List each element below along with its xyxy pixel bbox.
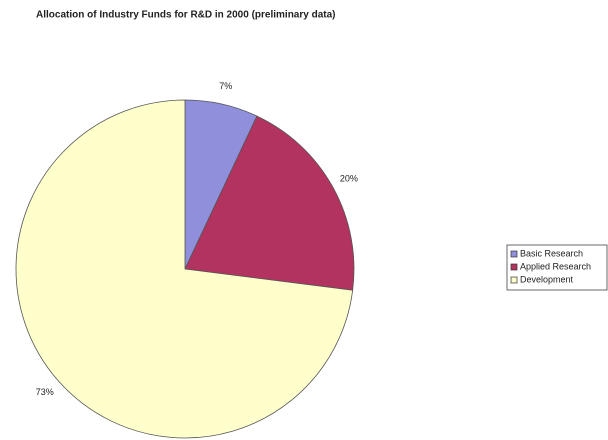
legend-swatch — [510, 276, 518, 284]
pie-slice — [184, 115, 355, 291]
legend-label: Basic Research — [520, 248, 583, 258]
chart-title: Allocation of Industry Funds for R&D in … — [36, 10, 335, 21]
pie-slice — [15, 99, 354, 439]
legend-box — [506, 244, 608, 291]
legend-swatch — [510, 263, 518, 271]
data-label: 73% — [36, 387, 54, 397]
data-label: 20% — [340, 173, 358, 183]
legend-label: Applied Research — [520, 261, 591, 271]
data-label: 7% — [219, 81, 232, 91]
legend-swatch — [510, 250, 518, 258]
legend-label: Development — [520, 274, 574, 284]
